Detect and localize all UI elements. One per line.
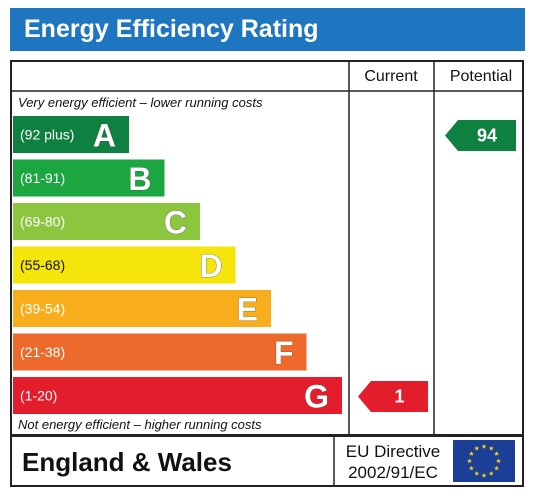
band-range-e: (39-54) — [20, 301, 65, 317]
eu-star — [488, 470, 494, 476]
footer-region: England & Wales — [22, 447, 232, 477]
header-potential: Potential — [450, 68, 512, 85]
band-range-g: (1-20) — [20, 388, 57, 404]
eu-star — [496, 458, 501, 464]
eu-star — [468, 465, 474, 471]
footer-directive-line1: EU Directive — [346, 442, 440, 461]
band-bar-c — [13, 203, 200, 240]
eu-star — [481, 472, 487, 478]
band-letter-a: A — [93, 118, 116, 154]
chart-title: Energy Efficiency Rating — [24, 15, 319, 43]
potential-rating-arrow — [445, 120, 516, 151]
band-bar-b — [13, 159, 165, 197]
band-bar-e — [13, 290, 271, 327]
eu-star — [467, 458, 472, 464]
eu-star — [481, 443, 487, 449]
eu-star — [468, 451, 474, 456]
eu-star — [494, 451, 500, 456]
potential-rating-value: 94 — [477, 126, 497, 146]
band-range-f: (21-38) — [20, 344, 65, 360]
note-bottom: Not energy efficient – higher running co… — [18, 417, 262, 432]
band-range-c: (69-80) — [20, 214, 65, 230]
band-range-b: (81-91) — [20, 170, 65, 186]
current-rating-arrow — [358, 381, 428, 412]
note-top: Very energy efficient – lower running co… — [18, 95, 263, 110]
band-letter-g: G — [304, 379, 329, 415]
eu-flag-icon — [453, 440, 515, 482]
band-letter-c: C — [164, 205, 187, 241]
band-bar-g — [13, 377, 342, 414]
band-bar-d — [13, 246, 236, 284]
eu-star — [494, 465, 500, 471]
band-bar-a — [13, 116, 129, 153]
band-range-d: (55-68) — [20, 257, 65, 273]
title-bar: Energy Efficiency Rating — [10, 8, 525, 51]
eu-star — [474, 445, 480, 451]
current-rating-value: 1 — [394, 387, 404, 407]
band-letter-d: D — [199, 248, 222, 284]
eu-star — [488, 445, 494, 451]
band-bar-f — [13, 333, 307, 371]
indicators-group: 1 94 — [358, 120, 516, 412]
band-letter-f: F — [274, 335, 294, 371]
band-letter-e: E — [237, 292, 258, 328]
eu-star — [474, 470, 480, 476]
footer-frame — [10, 435, 524, 487]
band-range-a: (92 plus) — [20, 127, 74, 143]
bands-group: (92 plus) A (81-91) B (69-80) C (55-68) D (39-54… — [13, 116, 342, 415]
header-current: Current — [364, 68, 418, 85]
footer-directive-line2: 2002/91/EC — [348, 463, 438, 482]
band-letter-b: B — [128, 161, 151, 197]
